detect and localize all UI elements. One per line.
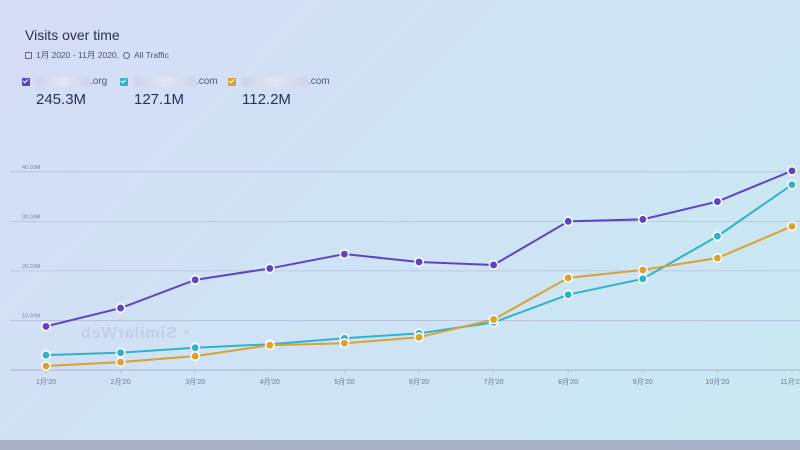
data-point-series-2	[787, 179, 797, 190]
x-tick-label: 9月'20	[633, 378, 653, 386]
data-point-series-1	[115, 303, 126, 314]
x-tick-label: 4月'20	[260, 378, 280, 386]
data-point-series-2	[563, 289, 574, 300]
domain-suffix: .com	[196, 76, 218, 87]
redacted-domain-name	[36, 76, 90, 87]
data-point-series-1	[41, 321, 51, 332]
x-tick-label: 6月'20	[409, 378, 429, 386]
line-chart: 10.00M 20.00M 30.00M 40.00M 1月'20 2月'20 3月'20 4…	[10, 165, 800, 386]
redacted-domain-name	[242, 76, 308, 87]
x-tick-label: 3月'20	[185, 378, 205, 386]
x-tick-label: 2月'20	[111, 378, 131, 386]
data-point-series-1	[190, 274, 201, 285]
checkbox-icon[interactable]	[120, 77, 128, 86]
data-point-series-3	[115, 357, 126, 368]
redacted-domain-name	[134, 76, 196, 87]
checkbox-icon[interactable]	[22, 77, 30, 86]
legend-value: 245.3M	[36, 91, 87, 108]
data-point-series-3	[339, 338, 350, 349]
data-point-series-1	[488, 260, 499, 270]
domain-suffix: .org	[90, 76, 108, 87]
data-point-series-2	[190, 342, 201, 353]
legend-value: 127.1M	[134, 91, 185, 108]
chart-title: Visits over time	[25, 27, 120, 43]
y-tick-label: 40.00M	[22, 165, 41, 171]
y-tick-label: 20.00M	[22, 264, 41, 270]
calendar-icon	[25, 51, 32, 59]
domain-suffix: .com	[308, 76, 330, 87]
checkbox-icon[interactable]	[228, 77, 236, 86]
legend-item-site-2[interactable]: .com 127.1M	[120, 76, 218, 108]
x-tick-label: 5月'20	[334, 378, 354, 386]
data-point-series-3	[264, 340, 275, 351]
traffic-source-icon	[123, 51, 131, 59]
data-point-series-2	[115, 347, 126, 358]
data-point-series-2	[637, 273, 648, 284]
data-point-series-1	[414, 257, 424, 267]
data-point-series-1	[787, 165, 797, 176]
series-line-3	[45, 225, 793, 368]
data-point-series-3	[190, 351, 201, 362]
data-point-series-3	[488, 314, 499, 325]
data-point-series-2	[712, 231, 723, 242]
data-point-series-1	[712, 196, 723, 207]
data-point-series-3	[712, 253, 723, 263]
legend: .org 245.3M .com 127.1M .com 112.2M	[22, 76, 542, 126]
data-point-series-1	[264, 263, 275, 274]
x-tick-label: 10月'20	[705, 378, 729, 386]
y-tick-label: 30.00M	[22, 214, 41, 220]
data-point-series-3	[787, 221, 797, 232]
chart-subtitle: 1月 2020 - 11月 2020, All Traffic	[25, 49, 169, 61]
y-tick-label: 10.00M	[22, 313, 41, 319]
legend-item-site-1[interactable]: .org 245.3M	[22, 76, 107, 108]
traffic-filter-label[interactable]: All Traffic	[134, 50, 169, 60]
similarweb-watermark: ◔ SimilarWeb	[80, 325, 193, 342]
data-point-series-3	[563, 272, 574, 283]
data-point-series-1	[339, 249, 350, 260]
series-line-1	[45, 169, 793, 328]
legend-item-site-3[interactable]: .com 112.2M	[228, 76, 330, 108]
screen-bottom-bezel	[0, 440, 800, 450]
data-point-series-3	[41, 361, 51, 371]
x-tick-label: 11月'20	[780, 378, 800, 386]
data-point-series-1	[637, 214, 648, 225]
data-point-series-3	[637, 264, 648, 275]
x-tick-label: 1月'20	[36, 378, 56, 386]
date-range-label[interactable]: 1月 2020 - 11月 2020,	[36, 50, 120, 60]
data-point-series-2	[41, 350, 51, 361]
legend-value: 112.2M	[242, 91, 291, 108]
data-point-series-1	[563, 216, 574, 227]
x-tick-label: 7月'20	[484, 378, 504, 386]
data-point-series-3	[414, 332, 424, 343]
x-tick-label: 8月'20	[558, 378, 578, 386]
